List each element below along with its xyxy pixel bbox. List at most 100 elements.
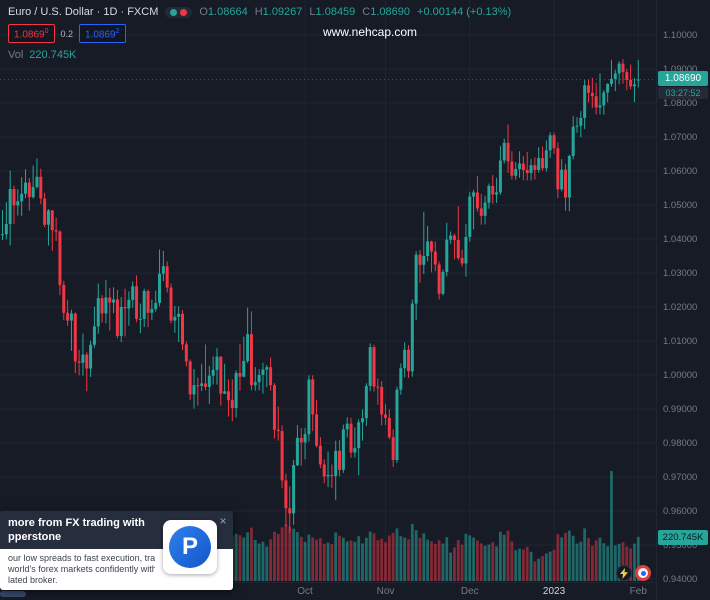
candle[interactable] — [211, 356, 215, 385]
candle[interactable] — [12, 185, 16, 225]
candle[interactable] — [230, 379, 234, 422]
candle[interactable] — [43, 192, 47, 228]
candle[interactable] — [426, 225, 430, 262]
candle[interactable] — [583, 79, 587, 130]
candle[interactable] — [318, 437, 322, 469]
candle[interactable] — [292, 460, 296, 525]
candle[interactable] — [495, 177, 499, 203]
candle[interactable] — [418, 249, 422, 283]
candle[interactable] — [284, 473, 288, 527]
candle[interactable] — [257, 369, 261, 391]
candle[interactable] — [556, 142, 560, 199]
candle[interactable] — [422, 211, 426, 275]
price-axis[interactable]: 1.10000 1.09000 1.08000 1.07000 1.06000 1.050… — [656, 0, 710, 600]
scrollbar-thumb[interactable] — [0, 591, 26, 597]
candle[interactable] — [77, 349, 81, 376]
candle[interactable] — [387, 409, 391, 440]
candle[interactable] — [89, 340, 93, 378]
candle[interactable] — [349, 417, 353, 458]
candle[interactable] — [334, 440, 338, 501]
pepperstone-logo[interactable]: P — [163, 520, 217, 574]
candle[interactable] — [632, 77, 636, 103]
candle[interactable] — [46, 209, 50, 246]
candle[interactable] — [414, 251, 418, 320]
candle[interactable] — [338, 440, 342, 477]
candle[interactable] — [154, 290, 158, 312]
candle[interactable] — [200, 363, 204, 391]
candle[interactable] — [184, 341, 188, 367]
candle[interactable] — [372, 344, 376, 392]
candle[interactable] — [575, 116, 579, 133]
candle[interactable] — [464, 224, 468, 277]
candle[interactable] — [361, 409, 365, 441]
candle[interactable] — [54, 217, 58, 242]
candle[interactable] — [135, 275, 139, 323]
candle[interactable] — [119, 297, 123, 343]
candle[interactable] — [85, 352, 89, 392]
candle[interactable] — [150, 299, 154, 320]
candle[interactable] — [518, 151, 522, 178]
candle[interactable] — [246, 307, 250, 364]
candle[interactable] — [207, 365, 211, 404]
candle[interactable] — [146, 289, 150, 328]
candle[interactable] — [617, 61, 621, 85]
candle[interactable] — [529, 158, 533, 181]
candle[interactable] — [31, 165, 35, 199]
candle[interactable] — [112, 287, 116, 314]
candle[interactable] — [307, 375, 311, 442]
candle[interactable] — [50, 209, 54, 251]
candle[interactable] — [560, 159, 564, 192]
candle[interactable] — [579, 111, 583, 138]
candle[interactable] — [16, 189, 20, 216]
candle[interactable] — [188, 359, 192, 401]
candle[interactable] — [295, 424, 299, 467]
candle[interactable] — [66, 299, 70, 327]
candle[interactable] — [586, 79, 590, 103]
candle[interactable] — [594, 82, 598, 115]
candle[interactable] — [27, 177, 31, 211]
candle[interactable] — [468, 191, 472, 242]
candle[interactable] — [345, 417, 349, 438]
candle[interactable] — [636, 59, 640, 88]
candle[interactable] — [384, 404, 387, 425]
candle[interactable] — [127, 291, 131, 326]
candle[interactable] — [479, 193, 483, 225]
candle[interactable] — [123, 288, 127, 337]
candle[interactable] — [215, 348, 219, 385]
candle[interactable] — [541, 146, 545, 171]
candle[interactable] — [330, 464, 334, 488]
candle[interactable] — [368, 343, 372, 392]
candle[interactable] — [475, 176, 479, 212]
candle[interactable] — [609, 59, 613, 87]
candle[interactable] — [564, 163, 568, 211]
candle[interactable] — [192, 368, 196, 409]
candle[interactable] — [357, 419, 361, 476]
symbol-title[interactable]: Euro / U.S. Dollar · 1D · FXCM — [8, 6, 159, 18]
candle[interactable] — [403, 342, 407, 378]
candle[interactable] — [491, 175, 495, 204]
candle[interactable] — [226, 379, 230, 417]
candle[interactable] — [4, 202, 8, 240]
candle[interactable] — [410, 299, 414, 377]
candle[interactable] — [242, 336, 246, 378]
candle[interactable] — [391, 429, 395, 467]
candle[interactable] — [165, 261, 169, 293]
candle[interactable] — [510, 151, 514, 180]
candle[interactable] — [552, 132, 556, 154]
source-toggle[interactable] — [165, 6, 193, 18]
candle[interactable] — [341, 424, 345, 473]
candle[interactable] — [39, 168, 43, 204]
broker-target-button[interactable] — [635, 565, 651, 581]
candle[interactable] — [598, 73, 602, 115]
candle[interactable] — [311, 375, 315, 432]
candle[interactable] — [181, 310, 185, 351]
candle[interactable] — [100, 295, 104, 323]
candle[interactable] — [590, 77, 594, 109]
candle[interactable] — [613, 69, 617, 92]
candle[interactable] — [483, 195, 487, 225]
candle[interactable] — [20, 177, 24, 216]
candle[interactable] — [456, 206, 460, 261]
candle[interactable] — [353, 427, 357, 458]
candle[interactable] — [62, 280, 66, 320]
candle[interactable] — [514, 162, 518, 180]
